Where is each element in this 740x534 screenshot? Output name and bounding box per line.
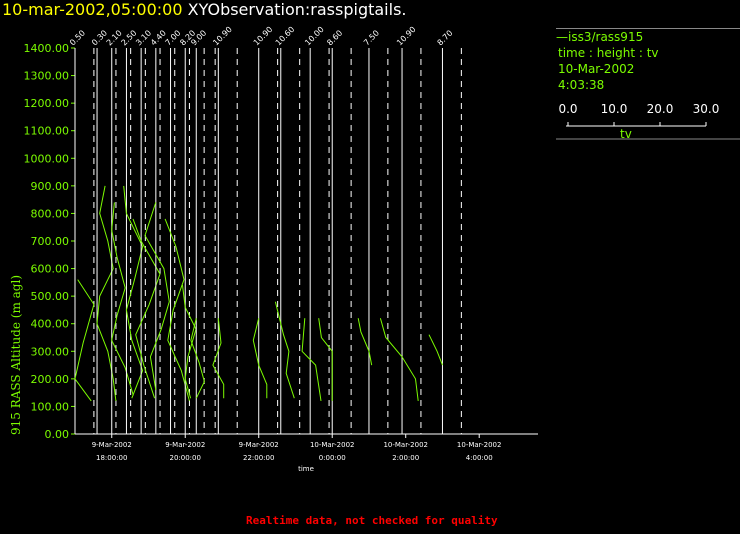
scale-label: tv xyxy=(620,127,632,141)
profiles: 0.50 0.302.102.503.104.407.008.209.00 10.9… xyxy=(68,25,462,434)
profile: 10.00 xyxy=(301,25,330,434)
profile-label: 10.00 xyxy=(303,25,326,48)
y-tick-label: 1300.00 xyxy=(24,70,70,83)
legend-axes: time : height : tv xyxy=(558,46,659,60)
profile-line xyxy=(111,202,134,396)
scale-tick-label: 20.0 xyxy=(646,102,674,116)
profile-line xyxy=(357,318,373,366)
profile-label: 10.90 xyxy=(395,25,418,48)
x-tick-time: 22:00:00 xyxy=(243,454,274,462)
profile-line xyxy=(379,318,419,401)
profile-label: 10.90 xyxy=(211,25,234,48)
profile: 7.50 xyxy=(357,28,389,434)
profile-line xyxy=(428,334,443,366)
y-tick-label: 200.00 xyxy=(31,373,70,386)
legend-date: 10-Mar-2002 xyxy=(558,62,635,76)
x-axis: 9-Mar-2002 18:00:00 9-Mar-2002 20:00:00 9-Ma… xyxy=(75,433,538,462)
profile: 8.70 xyxy=(428,28,462,434)
legend-series: —iss3/rass915 xyxy=(556,30,644,44)
profile-line xyxy=(301,318,322,401)
y-tick-label: 700.00 xyxy=(31,235,70,248)
profile: 2.10 xyxy=(105,28,134,434)
profile-label: 2.50 xyxy=(119,28,138,47)
quality-warning: Realtime data, not checked for quality xyxy=(246,514,498,527)
profile: 9.00 xyxy=(189,28,216,434)
x-tick-date: 9-Mar-2002 xyxy=(165,441,205,449)
y-tick-label: 500.00 xyxy=(31,290,70,303)
profile-line xyxy=(74,279,95,402)
x-axis-label: time xyxy=(298,465,314,473)
y-axis-label: 915 RASS Altitude (m agl) xyxy=(9,275,23,435)
profile-line xyxy=(212,318,225,399)
x-tick-date: 10-Mar-2002 xyxy=(457,441,502,449)
title-timestamp: 10-mar-2002,05:00:00 xyxy=(2,0,183,19)
profile-label: 4.40 xyxy=(149,28,168,47)
page-title: 10-mar-2002,05:00:00 XYObservation:rassp… xyxy=(2,0,407,19)
y-tick-label: 0.00 xyxy=(45,428,70,441)
y-tick-label: 100.00 xyxy=(31,400,70,413)
y-tick-label: 900.00 xyxy=(31,180,70,193)
y-tick-label: 1000.00 xyxy=(24,152,70,165)
x-tick-date: 10-Mar-2002 xyxy=(383,441,428,449)
profile-label: 7.00 xyxy=(164,28,183,47)
profile-line xyxy=(318,318,333,401)
profile: 10.90 xyxy=(379,25,422,434)
profile-label: 3.10 xyxy=(134,28,153,47)
x-tick-time: 18:00:00 xyxy=(96,454,127,462)
x-tick-time: 0:00:00 xyxy=(319,454,346,462)
profile-label: 7.50 xyxy=(362,28,381,47)
value-scale: 0.0 10.0 20.0 30.0 tv xyxy=(556,102,740,142)
profile-label: 0.50 xyxy=(68,28,87,47)
scale-tick-label: 10.0 xyxy=(600,102,628,116)
x-tick-time: 20:00:00 xyxy=(170,454,201,462)
x-tick-date: 9-Mar-2002 xyxy=(92,441,132,449)
y-tick-label: 1200.00 xyxy=(24,97,70,110)
y-axis: 0.00 100.00 200.00 300.00 400.00 500.00 600.00… xyxy=(24,42,76,441)
y-tick-label: 600.00 xyxy=(31,263,70,276)
x-tick-time: 2:00:00 xyxy=(392,454,419,462)
profile-line xyxy=(252,318,268,399)
y-tick-label: 400.00 xyxy=(31,318,70,331)
title-name: XYObservation:rasspigtails. xyxy=(187,0,407,19)
y-tick-label: 1100.00 xyxy=(24,125,70,138)
profile-line xyxy=(190,318,205,399)
profile: 0.50 xyxy=(68,28,95,434)
profile-label: 8.70 xyxy=(436,28,455,47)
profile-line xyxy=(144,202,170,390)
profile-label: 2.10 xyxy=(105,28,124,47)
profile: 10.90 xyxy=(252,25,279,434)
scale-axis xyxy=(556,122,740,140)
y-tick-label: 1400.00 xyxy=(24,42,70,55)
profile-label: 10.90 xyxy=(252,25,275,48)
profile-label: 10.60 xyxy=(274,25,297,48)
profile-line xyxy=(164,218,190,402)
x-tick-time: 4:00:00 xyxy=(466,454,493,462)
profile-label: 8.60 xyxy=(325,28,344,47)
profile-label: 0.30 xyxy=(90,28,109,47)
scale-tick-label: 30.0 xyxy=(692,102,720,116)
y-tick-label: 300.00 xyxy=(31,345,70,358)
x-tick-date: 10-Mar-2002 xyxy=(310,441,355,449)
legend-time: 4:03:38 xyxy=(558,78,605,92)
legend-divider xyxy=(556,28,740,29)
x-tick-date: 9-Mar-2002 xyxy=(239,441,279,449)
profile-line xyxy=(132,218,161,399)
profile-line xyxy=(274,301,295,399)
legend: —iss3/rass915 time : height : tv 10-Mar-… xyxy=(556,28,740,93)
y-tick-label: 800.00 xyxy=(31,207,70,220)
scale-tick-labels: 0.0 10.0 20.0 30.0 xyxy=(556,102,726,118)
profile: 8.60 xyxy=(318,28,352,434)
scale-tick-label: 0.0 xyxy=(558,102,578,116)
